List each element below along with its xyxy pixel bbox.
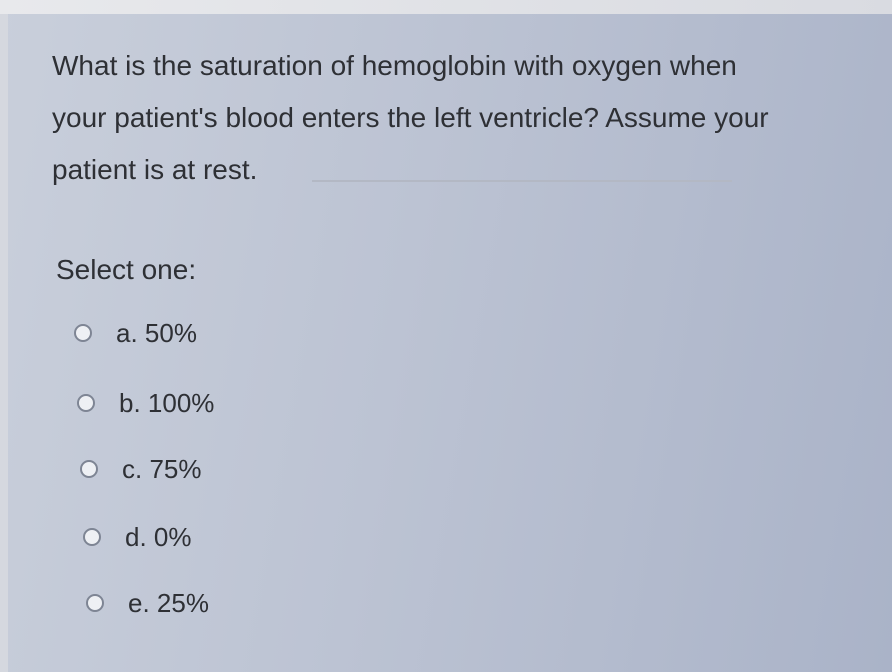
radio-button[interactable] [80,460,98,478]
option[interactable]: e. 25% [86,586,209,620]
option[interactable]: b. 100% [77,386,214,420]
option[interactable]: a. 50% [74,316,197,350]
radio-button[interactable] [77,394,95,412]
option[interactable]: d. 0% [83,520,192,554]
radio-button[interactable] [74,324,92,342]
question-text: your patient's blood enters the left ven… [52,102,769,133]
option-label[interactable]: a. 50% [116,317,197,348]
question-text: patient is at rest. [52,154,258,185]
option-label[interactable]: c. 75% [122,453,202,484]
divider [312,180,732,182]
question-text: What is the saturation of hemoglobin wit… [52,50,737,81]
option-label[interactable]: d. 0% [125,521,192,552]
option[interactable]: c. 75% [80,452,202,486]
option-label[interactable]: e. 25% [128,587,209,618]
screen-edge [0,0,892,14]
radio-button[interactable] [83,528,101,546]
screen-edge [0,14,8,672]
option-label[interactable]: b. 100% [119,387,215,418]
select-prompt: Select one: [56,254,197,285]
radio-button[interactable] [86,594,104,612]
